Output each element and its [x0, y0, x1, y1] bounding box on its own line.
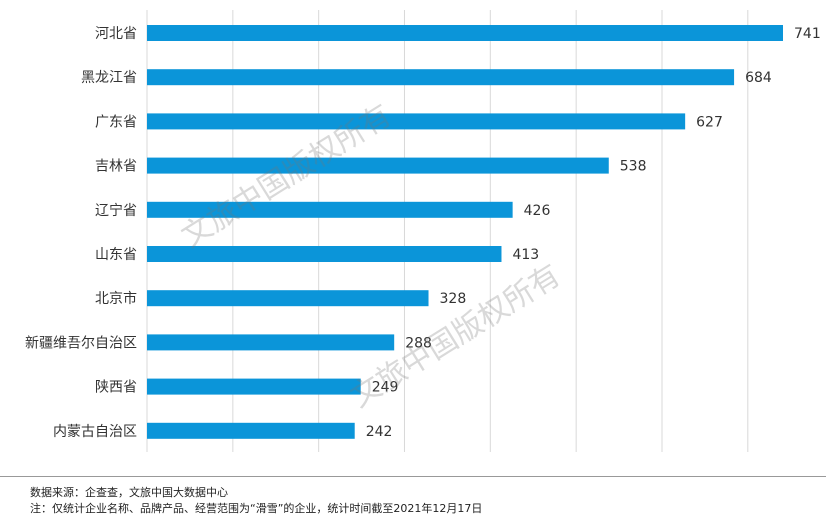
bar-chart: 河北省黑龙江省广东省吉林省辽宁省山东省北京市新疆维吾尔自治区陕西省内蒙古自治区 …	[25, 10, 821, 452]
bar	[147, 378, 361, 395]
bar	[147, 25, 784, 41]
value-label: 413	[512, 247, 539, 263]
bar	[147, 334, 395, 351]
value-label: 328	[440, 291, 467, 307]
footnote: 注：仅统计企业名称、品牌产品、经营范围为“滑雪”的企业，统计时间截至2021年1…	[30, 502, 483, 515]
value-label: 741	[794, 26, 821, 42]
category-label: 吉林省	[95, 159, 137, 175]
bar	[147, 290, 429, 307]
value-label: 538	[620, 159, 647, 175]
category-label: 黑龙江省	[81, 70, 137, 86]
category-label: 新疆维吾尔自治区	[25, 335, 137, 351]
bar	[147, 422, 355, 439]
category-label: 山东省	[95, 247, 137, 263]
bar	[147, 246, 502, 262]
category-label: 河北省	[95, 26, 137, 42]
value-label: 249	[372, 380, 399, 396]
source-note: 数据来源：企查查，文旅中国大数据中心	[30, 486, 228, 499]
category-label: 陕西省	[95, 380, 137, 396]
category-label: 内蒙古自治区	[53, 424, 137, 440]
value-label: 684	[745, 70, 772, 86]
bar	[147, 157, 609, 174]
bar	[147, 113, 686, 130]
category-label: 辽宁省	[95, 202, 137, 219]
category-label: 北京市	[95, 290, 137, 307]
footer-divider	[0, 476, 826, 477]
value-label: 242	[366, 424, 393, 440]
bars	[147, 25, 784, 439]
bar	[147, 69, 735, 86]
bar	[147, 201, 513, 218]
value-label: 426	[524, 203, 551, 219]
value-labels: 741 684 627 538 426 413 328 288 249 242	[366, 26, 821, 440]
category-label: 广东省	[95, 114, 137, 130]
value-label: 288	[405, 335, 432, 351]
value-label: 627	[696, 114, 723, 130]
